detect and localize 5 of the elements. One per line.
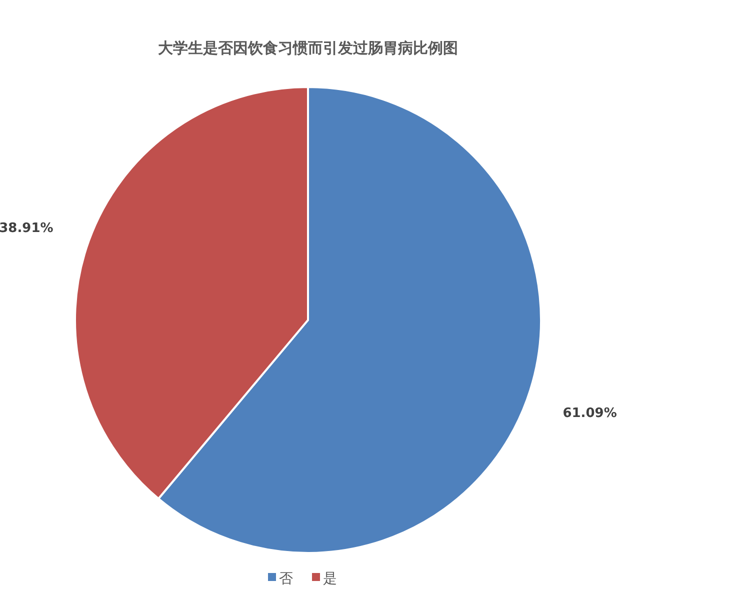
legend-label: 否 bbox=[279, 570, 293, 587]
chart-title: 大学生是否因饮食习惯而引发过肠胃病比例图 bbox=[158, 39, 458, 57]
legend-label: 是 bbox=[323, 570, 337, 587]
data-label: 61.09% bbox=[562, 406, 617, 422]
data-label: 38.91% bbox=[0, 221, 54, 236]
